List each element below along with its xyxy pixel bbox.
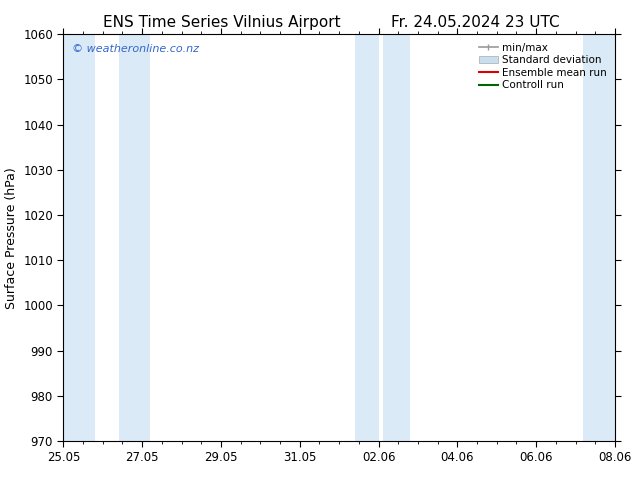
Text: © weatheronline.co.nz: © weatheronline.co.nz (72, 45, 198, 54)
Text: ENS Time Series Vilnius Airport: ENS Time Series Vilnius Airport (103, 15, 340, 30)
Legend: min/max, Standard deviation, Ensemble mean run, Controll run: min/max, Standard deviation, Ensemble me… (476, 40, 610, 94)
Bar (583, 34, 615, 441)
Y-axis label: Surface Pressure (hPa): Surface Pressure (hPa) (4, 167, 18, 309)
Bar (119, 34, 150, 441)
Bar (355, 34, 378, 441)
Text: Fr. 24.05.2024 23 UTC: Fr. 24.05.2024 23 UTC (391, 15, 560, 30)
Bar (382, 34, 410, 441)
Bar (63, 34, 95, 441)
